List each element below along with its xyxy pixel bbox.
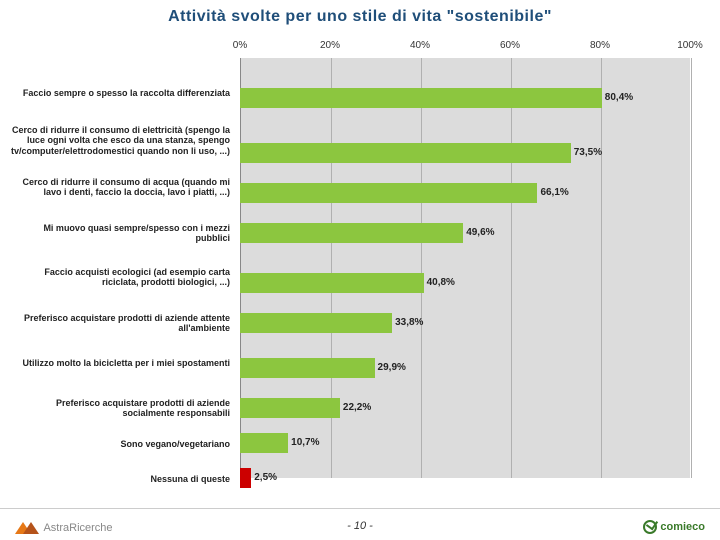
- bar: [240, 358, 375, 378]
- bar-label: Nessuna di queste: [10, 474, 235, 484]
- bar-label: Cerco di ridurre il consumo di acqua (qu…: [10, 177, 235, 198]
- bar-label: Utilizzo molto la bicicletta per i miei …: [10, 358, 235, 368]
- bar-label: Preferisco acquistare prodotti di aziend…: [10, 313, 235, 334]
- x-axis-tick-label: 80%: [590, 40, 610, 51]
- x-axis-tick-label: 40%: [410, 40, 430, 51]
- bar: [240, 273, 424, 293]
- triangle-icon: [23, 522, 39, 534]
- grid-line: [691, 58, 692, 478]
- bar-value-label: 40,8%: [427, 277, 455, 288]
- bar-label: Sono vegano/vegetariano: [10, 439, 235, 449]
- x-axis-tick-label: 0%: [233, 40, 247, 51]
- page-root: Attività svolte per uno stile di vita "s…: [0, 0, 720, 540]
- bar: [240, 143, 571, 163]
- grid-line: [511, 58, 512, 478]
- bar-value-label: 2,5%: [254, 472, 277, 483]
- bar-label: Faccio sempre o spesso la raccolta diffe…: [10, 88, 235, 98]
- recycle-icon: [643, 520, 657, 534]
- logo-left-text: AstraRicerche: [43, 522, 112, 534]
- x-axis-labels: 0%20%40%60%80%100%: [240, 40, 690, 58]
- bar: [240, 313, 392, 333]
- bar-value-label: 22,2%: [343, 402, 371, 413]
- bar-label: Mi muovo quasi sempre/spesso con i mezzi…: [10, 223, 235, 244]
- bar-value-label: 29,9%: [378, 362, 406, 373]
- bar: [240, 433, 288, 453]
- bar: [240, 223, 463, 243]
- bar: [240, 88, 602, 108]
- logo-left: AstraRicerche: [15, 522, 113, 534]
- page-number: - 10 -: [347, 520, 373, 532]
- footer: AstraRicerche - 10 - comieco: [0, 508, 720, 540]
- grid-line: [601, 58, 602, 478]
- bar: [240, 398, 340, 418]
- bar: [240, 183, 537, 203]
- bar-label: Preferisco acquistare prodotti di aziend…: [10, 398, 235, 419]
- bar-value-label: 73,5%: [574, 147, 602, 158]
- x-axis-tick-label: 60%: [500, 40, 520, 51]
- page-title: Attività svolte per uno stile di vita "s…: [0, 0, 720, 30]
- bar-value-label: 80,4%: [605, 92, 633, 103]
- x-axis-tick-label: 100%: [677, 40, 703, 51]
- logo-right: comieco: [643, 520, 705, 534]
- x-axis-tick-label: 20%: [320, 40, 340, 51]
- grid-line: [421, 58, 422, 478]
- bar-value-label: 10,7%: [291, 437, 319, 448]
- bar-label: Cerco di ridurre il consumo di elettrici…: [10, 125, 235, 156]
- logo-right-text: comieco: [660, 521, 705, 533]
- bar-value-label: 33,8%: [395, 317, 423, 328]
- bar-label: Faccio acquisti ecologici (ad esempio ca…: [10, 267, 235, 288]
- chart-area: 0% 20% 40% 60% 80% 100% Faccio sempre o spess…: [10, 40, 710, 490]
- bar-value-label: 49,6%: [466, 227, 494, 238]
- bar: [240, 468, 251, 488]
- bar-value-label: 66,1%: [540, 187, 568, 198]
